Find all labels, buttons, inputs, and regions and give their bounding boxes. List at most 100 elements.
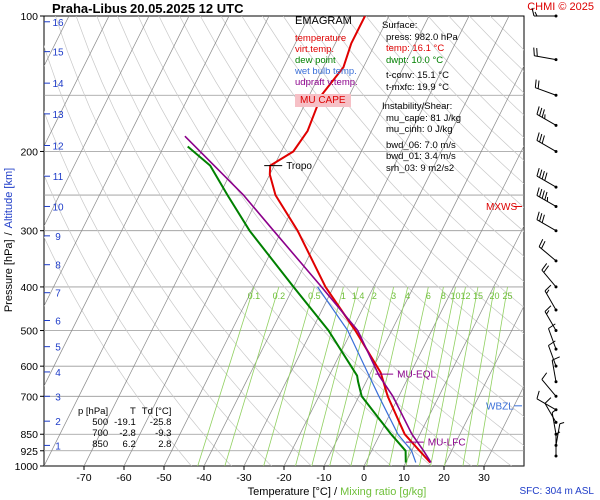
barb-dot xyxy=(554,93,558,97)
isotherm-line xyxy=(243,16,470,466)
annotation-mu-lfc: MU-LFC xyxy=(428,438,466,449)
table-cell: -2.8 xyxy=(119,428,136,439)
dry-adiabat xyxy=(303,16,524,257)
barb-dot xyxy=(554,329,558,333)
datetime-title: 20.05.2025 12 UTC xyxy=(130,1,244,16)
barb-flag xyxy=(538,239,544,247)
table-cell: -9.3 xyxy=(155,428,172,439)
mixing-ratio-line xyxy=(311,286,359,466)
pressure-tick-label: 400 xyxy=(20,282,38,294)
table-header: T xyxy=(129,406,136,417)
altitude-tick-label: 10 xyxy=(52,202,64,213)
barb-staff xyxy=(544,311,557,331)
wind-barb xyxy=(548,340,558,368)
legend-item-updraft: udpraft v.temp. xyxy=(295,77,358,88)
barb-flag xyxy=(544,397,552,404)
mixing-ratio-line xyxy=(295,286,344,466)
isotherm-line xyxy=(83,16,310,466)
table-cell: 850 xyxy=(92,439,109,450)
barb-flag xyxy=(539,213,543,222)
series-wet-bulb-temp- xyxy=(317,286,417,463)
annotation-mxws: MXWS xyxy=(486,202,517,213)
table-row: 500 -19.1 -25.8 xyxy=(78,417,177,428)
barb-flag xyxy=(534,11,538,17)
altitude-tick-label: 13 xyxy=(52,110,64,121)
x-tick-label: -70 xyxy=(76,472,91,484)
mixing-ratio-line xyxy=(263,286,315,466)
table-header: Td [°C] xyxy=(141,406,172,417)
instability-heading: Instability/Shear: xyxy=(382,101,453,112)
mixing-ratio-label: 4 xyxy=(405,291,410,301)
legend-item-wet-bulb: wet bulb temp. xyxy=(295,66,357,77)
barb-staff xyxy=(551,412,557,435)
barb-staff xyxy=(535,87,557,96)
barb-dot xyxy=(554,394,558,398)
barb-flag xyxy=(541,214,545,223)
table-cell: 500 xyxy=(92,417,109,428)
mixing-ratio-line xyxy=(477,286,508,466)
barb-flag xyxy=(536,211,540,220)
barb-flag xyxy=(544,191,548,201)
barb-flag xyxy=(543,265,550,273)
barb-staff xyxy=(548,345,557,367)
inst-srh-03: srh_03: 9 m2/s2 xyxy=(386,162,455,174)
altitude-tick-label: 4 xyxy=(55,368,61,379)
barb-staff xyxy=(551,360,557,382)
table-header: p [hPa] xyxy=(78,406,109,417)
mixing-ratio-line xyxy=(329,286,375,466)
wind-barb xyxy=(531,7,558,18)
x-tick-label: 30 xyxy=(478,472,490,484)
dry-adiabat xyxy=(220,16,524,361)
wind-barb xyxy=(541,372,558,398)
wind-barbs xyxy=(531,7,565,458)
barb-staff xyxy=(536,398,557,411)
barb-flag xyxy=(541,135,545,144)
barb-dot xyxy=(554,364,558,368)
barb-flag xyxy=(536,390,540,399)
altitude-tick-label: 8 xyxy=(55,261,61,272)
barb-flag xyxy=(541,263,548,271)
dry-adiabat xyxy=(324,16,524,233)
wind-barb xyxy=(536,211,558,233)
barb-dot xyxy=(554,380,558,384)
barb-flag xyxy=(551,409,557,413)
table-cell: 2.8 xyxy=(158,439,172,450)
x-tick-label: -40 xyxy=(196,472,211,484)
barb-staff xyxy=(544,403,557,423)
x-tick-label: -50 xyxy=(156,472,171,484)
table-cell: -19.1 xyxy=(114,417,136,428)
altitude-tick-label: 3 xyxy=(55,392,61,403)
wind-barb xyxy=(533,47,558,62)
dry-adiabat xyxy=(44,174,232,466)
mixing-ratio-line xyxy=(419,286,456,466)
mixing-ratio-line xyxy=(388,286,429,466)
pressure-tick-label: 600 xyxy=(20,361,38,373)
x-axis-separator: / xyxy=(334,486,338,498)
wind-barb xyxy=(548,323,558,351)
dry-adiabat xyxy=(44,44,312,466)
copyright-label: CHMI © 2025 xyxy=(527,1,594,13)
isotherm-line xyxy=(403,225,524,466)
barb-flag xyxy=(541,190,545,199)
altitude-tick-label: 11 xyxy=(53,172,64,183)
altitude-tick-label: 7 xyxy=(55,289,61,300)
barb-flag xyxy=(544,172,548,181)
barb-dot xyxy=(554,454,558,458)
mixing-ratio-label: 25 xyxy=(503,291,513,301)
isotherm-line xyxy=(203,16,430,466)
x-tick-label: -30 xyxy=(236,472,251,484)
dry-adiabat xyxy=(137,16,512,466)
dry-adiabat xyxy=(75,16,392,466)
altitude-tick-label: 2 xyxy=(55,417,61,428)
isotherm-line xyxy=(323,65,524,466)
wind-barb xyxy=(536,168,558,189)
isotherm-line xyxy=(44,16,110,147)
mixing-ratio-label: 0.2 xyxy=(273,291,286,301)
altitude-tick-label: 9 xyxy=(55,232,61,243)
isotherm-line xyxy=(163,16,390,466)
barb-flag xyxy=(544,284,552,292)
plot-area xyxy=(43,15,525,467)
dry-adiabat xyxy=(241,16,524,335)
wind-barb xyxy=(541,263,558,289)
